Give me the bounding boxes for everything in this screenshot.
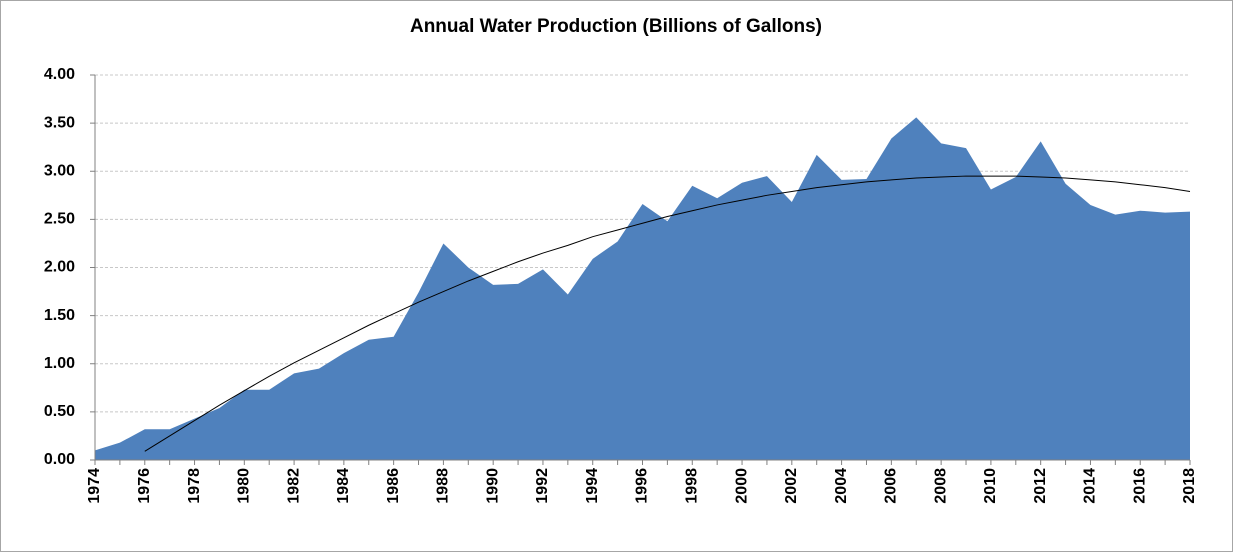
x-tick-label: 2000 (733, 468, 750, 504)
x-tick-label: 2018 (1181, 468, 1198, 504)
x-tick-label: 1988 (435, 468, 452, 504)
x-tick-label: 1998 (683, 468, 700, 504)
x-tick-label: 1992 (534, 468, 551, 504)
y-tick-label: 0.50 (44, 403, 75, 420)
x-tick-label: 1982 (285, 468, 302, 504)
x-tick-label: 2014 (1082, 468, 1099, 504)
y-tick-label: 3.00 (44, 162, 75, 179)
chart-title: Annual Water Production (Billions of Gal… (410, 16, 822, 37)
y-tick-label: 0.00 (44, 451, 75, 468)
x-tick-label: 2010 (982, 468, 999, 504)
y-tick-label: 4.00 (44, 66, 75, 83)
x-tick-label: 2008 (932, 468, 949, 504)
y-tick-label: 3.50 (44, 114, 75, 131)
x-tick-label: 2004 (833, 468, 850, 504)
y-tick-label: 1.50 (44, 307, 75, 324)
area (95, 117, 1190, 460)
y-tick-label: 2.50 (44, 211, 75, 228)
x-tick-label: 1976 (136, 468, 153, 504)
x-tick-label: 1996 (634, 468, 651, 504)
x-tick-label: 1978 (186, 468, 203, 504)
x-tick-label: 1990 (484, 468, 501, 504)
x-tick-label: 2002 (783, 468, 800, 504)
x-tick-label: 1986 (385, 468, 402, 504)
x-tick-label: 2016 (1131, 468, 1148, 504)
y-tick-label: 2.00 (44, 259, 75, 276)
x-tick-label: 2006 (883, 468, 900, 504)
x-tick-label: 1974 (86, 468, 103, 504)
trendline (144, 175, 1191, 452)
x-tick-label: 1994 (584, 468, 601, 504)
x-tick-label: 1984 (335, 468, 352, 504)
y-tick-label: 1.00 (44, 355, 75, 372)
x-tick-label: 2012 (1032, 468, 1049, 504)
x-tick-label: 1980 (236, 468, 253, 504)
